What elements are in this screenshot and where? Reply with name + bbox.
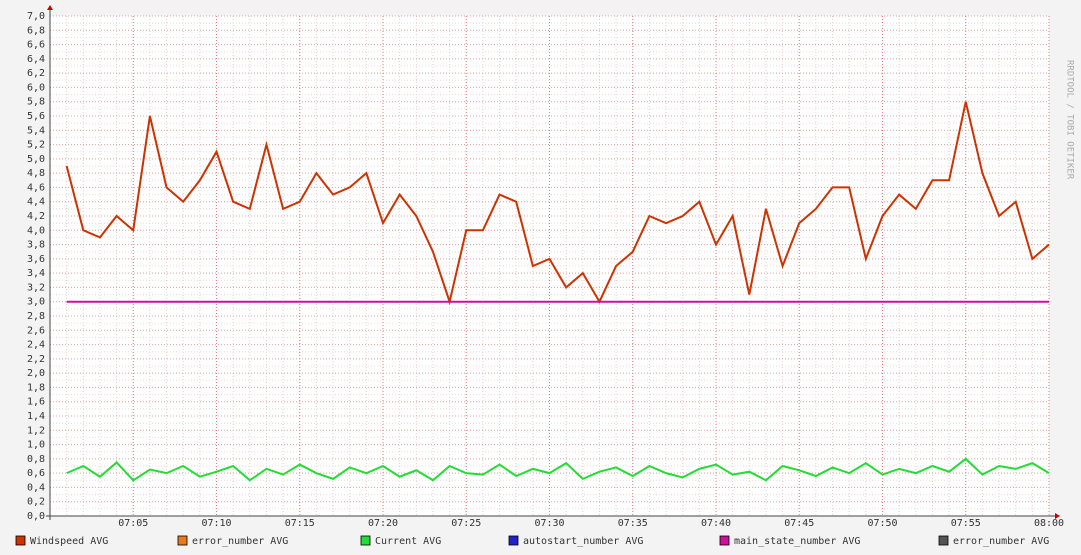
y-tick-label: 6,2 bbox=[27, 68, 45, 79]
y-tick-label: 4,6 bbox=[27, 182, 45, 193]
legend-swatch bbox=[177, 535, 188, 546]
x-tick-label: 07:10 bbox=[201, 518, 231, 529]
y-tick-label: 1,8 bbox=[27, 382, 45, 393]
y-tick-label: 2,0 bbox=[27, 368, 45, 379]
legend-label: Windspeed AVG bbox=[30, 536, 108, 547]
x-tick-label: 07:55 bbox=[951, 518, 981, 529]
legend-label: error_number AVG bbox=[953, 536, 1049, 547]
y-tick-label: 5,2 bbox=[27, 140, 45, 151]
y-tick-label: 6,8 bbox=[27, 25, 45, 36]
x-tick-label: 07:05 bbox=[118, 518, 148, 529]
y-tick-label: 5,8 bbox=[27, 97, 45, 108]
y-tick-label: 2,8 bbox=[27, 311, 45, 322]
y-tick-label: 1,0 bbox=[27, 440, 45, 451]
y-tick-label: 3,4 bbox=[27, 268, 45, 279]
x-tick-label: 07:45 bbox=[784, 518, 814, 529]
y-tick-label: 0,6 bbox=[27, 468, 45, 479]
x-tick-label: 07:20 bbox=[368, 518, 398, 529]
x-tick-label: 08:00 bbox=[1034, 518, 1064, 529]
y-tick-label: 6,6 bbox=[27, 40, 45, 51]
legend-label: autostart_number AVG bbox=[523, 536, 643, 547]
x-tick-label: 07:15 bbox=[285, 518, 315, 529]
x-tick-label: 07:50 bbox=[867, 518, 897, 529]
legend-swatch bbox=[508, 535, 519, 546]
y-tick-label: 6,4 bbox=[27, 54, 45, 65]
x-tick-label: 07:40 bbox=[701, 518, 731, 529]
legend-label: Current AVG bbox=[375, 536, 441, 547]
x-tick-label: 07:25 bbox=[451, 518, 481, 529]
series-line bbox=[66, 457, 1050, 482]
y-tick-label: 2,4 bbox=[27, 340, 45, 351]
y-tick-label: 7,0 bbox=[27, 11, 45, 22]
y-tick-label: 3,0 bbox=[27, 297, 45, 308]
y-tick-label: 2,2 bbox=[27, 354, 45, 365]
y-tick-label: 0,8 bbox=[27, 454, 45, 465]
y-tick-label: 6,0 bbox=[27, 82, 45, 93]
legend-swatch bbox=[719, 535, 730, 546]
legend-swatch bbox=[15, 535, 26, 546]
series-line bbox=[65, 101, 1050, 306]
y-tick-label: 5,0 bbox=[27, 154, 45, 165]
y-tick-label: 4,4 bbox=[27, 197, 45, 208]
legend-swatch bbox=[360, 535, 371, 546]
legend-swatch bbox=[938, 535, 949, 546]
legend-label: error_number AVG bbox=[192, 536, 288, 547]
x-tick-label: 07:30 bbox=[534, 518, 564, 529]
y-tick-label: 3,2 bbox=[27, 282, 45, 293]
y-tick-label: 3,6 bbox=[27, 254, 45, 265]
y-tick-label: 5,4 bbox=[27, 125, 45, 136]
y-tick-label: 3,8 bbox=[27, 240, 45, 251]
y-tick-label: 0,2 bbox=[27, 497, 45, 508]
y-tick-label: 1,2 bbox=[27, 425, 45, 436]
axis-arrow bbox=[1055, 513, 1060, 519]
y-tick-label: 0,0 bbox=[27, 511, 45, 522]
y-tick-label: 5,6 bbox=[27, 111, 45, 122]
y-tick-label: 1,6 bbox=[27, 397, 45, 408]
x-tick-label: 07:35 bbox=[618, 518, 648, 529]
y-tick-label: 4,8 bbox=[27, 168, 45, 179]
y-tick-label: 0,4 bbox=[27, 482, 45, 493]
y-tick-label: 4,2 bbox=[27, 211, 45, 222]
y-tick-label: 1,4 bbox=[27, 411, 45, 422]
axis-arrow bbox=[47, 5, 53, 10]
y-tick-label: 4,0 bbox=[27, 225, 45, 236]
legend-label: main_state_number AVG bbox=[734, 536, 860, 547]
y-tick-label: 2,6 bbox=[27, 325, 45, 336]
watermark: RRDTOOL / TOBI OETIKER bbox=[1065, 60, 1075, 180]
